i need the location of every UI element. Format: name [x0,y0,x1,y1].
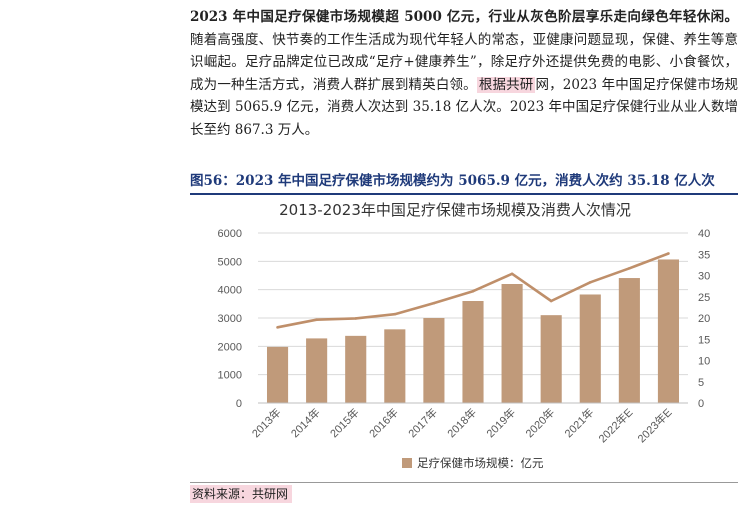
y-right-tick-label: 25 [698,292,710,304]
line-point [276,326,279,329]
line-point [471,289,475,293]
line-point [549,299,553,303]
footer-rule [190,482,738,483]
caption-rule [190,193,738,195]
line-point [628,266,631,270]
x-tick-label: 2013年 [249,405,284,440]
bar [540,315,562,403]
figure-caption: 图56：2023 年中国足疗保健市场规模约为 5065.9 亿元，消费人次约 3… [190,173,715,189]
x-tick-label: 2015年 [327,405,362,440]
source-highlight: 根据共研 [476,76,536,93]
y-right-tick-label: 5 [698,377,704,389]
chart-title: 2013-2023年中国足疗保健市场规模及消费人次情况 [279,201,631,219]
line-point [315,318,318,321]
intro-tail-1: 网，2023 年中国足疗保健市场规模达到 5065.9 亿元，消费人次达到 35… [190,76,739,116]
x-tick-label: 2020年 [522,405,557,440]
bar [423,318,445,403]
intro-tail-2: 2023 年中国足疗保健行业从业人数增长至约 867.3 万人。 [190,99,738,138]
intro-body: 随着高强度、快节奏的工作生活成为现代年轻人的常态，亚健康问题显现，保健、养生等意… [190,31,738,93]
x-tick-label: 2023年E [634,405,674,445]
y-right-tick-label: 15 [698,334,710,346]
bar [462,301,484,403]
y-left-tick-label: 1000 [218,370,242,382]
line-point [393,312,397,316]
line-series [276,252,670,329]
bar [657,259,680,403]
x-axis: 2013年 2014年 2015年 2016年 2017年 2018年 2019年 2020年… [249,402,688,445]
x-tick-label: 2016年 [366,405,401,440]
legend: 足疗保健市场规模：亿元 [402,456,544,470]
y-right-tick-label: 0 [698,398,704,410]
bar [384,329,406,403]
line-point [667,252,670,255]
bar [579,294,601,403]
bar [618,278,640,403]
bar-series [266,259,680,403]
y-left-tick-label: 0 [236,398,242,410]
intro-paragraph: 2023 年中国足疗保健市场规模超 5000 亿元，行业从灰色阶层享乐走向绿色年… [190,6,738,141]
y-right-tick-label: 10 [698,356,710,368]
intro-lead: 2023 年中国足疗保健市场规模超 5000 亿元，行业从灰色阶层享乐走向绿色年… [190,9,738,25]
line-point [510,272,514,276]
bar [306,338,328,403]
y-left-tick-label: 5000 [218,256,242,268]
chart: 2013-2023年中国足疗保健市场规模及消费人次情况 010002000300… [218,201,711,470]
source-note: 资料来源：共研网 [190,485,293,503]
x-tick-label: 2022年E [595,405,635,445]
bar [266,346,289,403]
legend-label: 足疗保健市场规模：亿元 [417,456,544,470]
y-right-tick-label: 20 [698,313,710,325]
y-right-tick-label: 35 [698,249,710,261]
bar [345,335,367,403]
x-tick-label: 2018年 [444,405,479,440]
y-axis-left: 0 1000 2000 3000 4000 5000 6000 [218,228,242,410]
y-left-tick-label: 3000 [218,313,242,325]
x-tick-label: 2021年 [561,405,596,440]
line-point [588,281,592,284]
y-right-tick-label: 40 [698,228,710,240]
line-point [432,301,436,305]
x-tick-label: 2017年 [405,405,440,440]
y-right-tick-label: 30 [698,271,710,283]
y-left-tick-label: 4000 [218,285,242,297]
legend-swatch [402,458,412,468]
y-left-tick-label: 6000 [218,228,242,240]
x-tick-label: 2019年 [483,405,518,440]
bar [501,284,523,403]
y-axis-right: 0 5 10 15 20 25 30 35 40 [698,228,710,410]
y-left-tick-label: 2000 [218,341,242,353]
x-tick-label: 2014年 [288,405,323,440]
line-point [354,317,358,320]
